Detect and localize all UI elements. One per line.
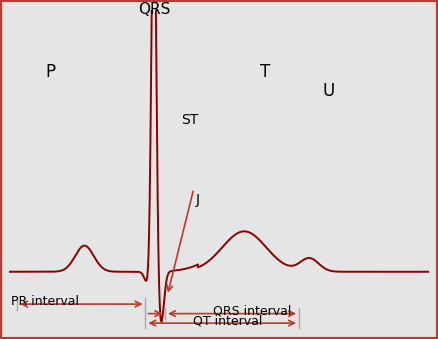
Text: J: J: [196, 193, 200, 207]
Text: T: T: [260, 63, 270, 81]
Text: U: U: [322, 82, 335, 100]
Text: QT interval: QT interval: [193, 314, 262, 327]
Text: QRS: QRS: [138, 2, 170, 17]
Text: P: P: [46, 63, 56, 81]
Text: ST: ST: [181, 113, 198, 126]
Text: PR interval: PR interval: [11, 295, 79, 308]
Text: QRS interval: QRS interval: [213, 305, 291, 318]
